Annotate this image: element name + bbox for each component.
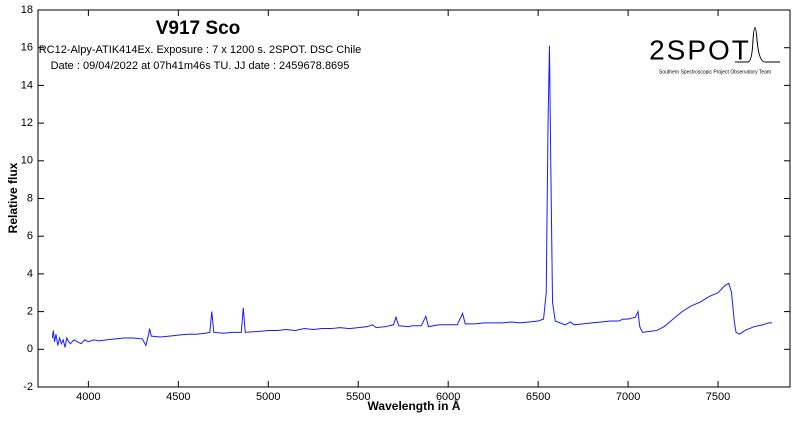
logo-text: 2SPOT (649, 34, 751, 65)
y-axis-label: Relative flux (6, 162, 20, 233)
y-tick-label: 18 (21, 4, 33, 16)
y-tick-label: 10 (21, 155, 33, 167)
y-tick-label: 2 (27, 306, 33, 318)
x-tick-label: 5500 (346, 391, 370, 403)
x-axis-label: Wavelength in Å (368, 398, 461, 413)
subtitle: RC12-Alpy-ATIK414Ex. Exposure : 7 x 1200… (39, 44, 362, 56)
logo-curve (735, 27, 780, 63)
x-tick-label: 4000 (76, 391, 100, 403)
x-tick-label: 4500 (166, 391, 190, 403)
y-tick-label: 8 (27, 192, 33, 204)
y-tick-label: 14 (21, 79, 33, 91)
x-tick-label: 5000 (256, 391, 280, 403)
subtitle: Date : 09/04/2022 at 07h41m46s TU. JJ da… (51, 60, 350, 72)
y-tick-label: 4 (27, 268, 33, 280)
y-tick-label: -2 (23, 381, 33, 393)
x-tick-label: 6000 (436, 391, 460, 403)
y-tick-label: 12 (21, 117, 33, 129)
logo-caption: Southern Spectroscopic Project Observato… (659, 69, 771, 75)
spectrum-line (51, 45, 773, 348)
x-tick-label: 7500 (706, 391, 730, 403)
x-tick-label: 7000 (616, 391, 640, 403)
chart-title: V917 Sco (156, 18, 241, 39)
y-tick-label: 6 (27, 230, 33, 242)
x-tick-label: 6500 (526, 391, 550, 403)
y-tick-label: 16 (21, 42, 33, 54)
y-tick-label: 0 (27, 343, 33, 355)
